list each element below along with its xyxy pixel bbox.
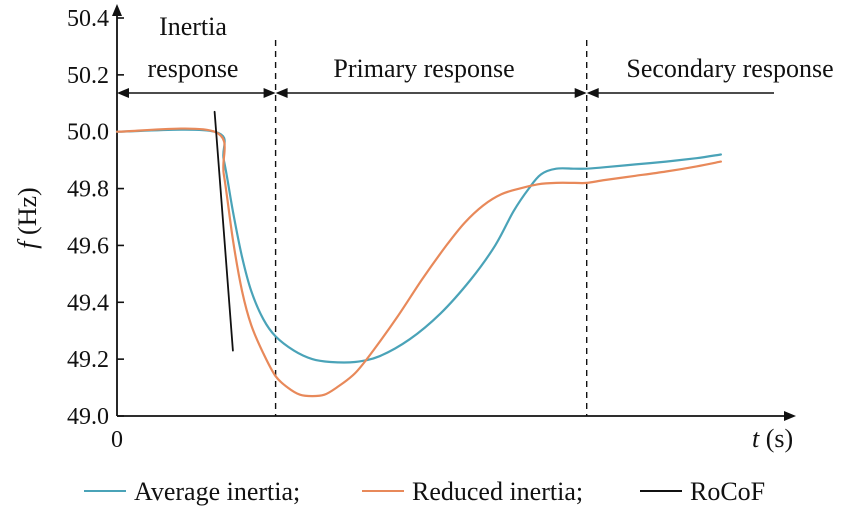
- series-lines: [115, 110, 722, 398]
- y-axis-unit: (Hz): [13, 187, 42, 235]
- region-arrowhead-left: [275, 88, 288, 98]
- region-label-inertia-line2: response: [148, 54, 239, 83]
- x-axis-unit: (s): [766, 424, 793, 453]
- region-arrowhead-right: [263, 88, 276, 98]
- y-tick-label: 49.2: [67, 347, 109, 373]
- y-tick-label: 50.0: [67, 120, 109, 146]
- region-boundaries: [274, 40, 588, 416]
- series-line-reduced-inertia: [115, 127, 722, 398]
- y-ticks: 49.0 49.2 49.4 49.6 49.8 50.0 50.2 50.4: [67, 6, 124, 430]
- region-arrowhead-right: [574, 88, 587, 98]
- y-axis-variable: f: [13, 238, 42, 249]
- x-axis-variable: t: [752, 424, 760, 453]
- x-axis-arrowhead: [784, 411, 796, 421]
- region-arrows: [117, 88, 774, 98]
- legend-label-reduced-inertia: Reduced inertia;: [412, 477, 583, 506]
- x-origin-label: 0: [111, 427, 123, 453]
- series-line-average-inertia: [115, 128, 722, 364]
- x-axis: [117, 411, 796, 421]
- y-tick-label: 49.0: [67, 404, 109, 430]
- region-label-primary: Primary response: [333, 54, 514, 83]
- y-axis-title: f (Hz): [13, 187, 42, 248]
- y-tick-label: 49.6: [67, 233, 109, 259]
- y-tick-label: 50.2: [67, 63, 109, 89]
- region-arrowhead-left: [586, 88, 599, 98]
- region-labels: Inertia response Primary response Second…: [148, 12, 834, 83]
- y-axis-arrowhead: [112, 4, 122, 16]
- series-line-rocof: [213, 110, 234, 352]
- legend-label-average-inertia: Average inertia;: [134, 477, 300, 506]
- region-label-inertia-line1: Inertia: [159, 12, 227, 41]
- y-tick-label: 49.4: [67, 290, 109, 316]
- y-tick-label: 50.4: [67, 6, 109, 32]
- region-label-secondary: Secondary response: [626, 54, 833, 83]
- legend: Average inertia; Reduced inertia; RoCoF: [84, 477, 765, 506]
- y-axis: [112, 4, 122, 416]
- region-arrowhead-left: [117, 88, 129, 98]
- y-tick-label: 49.8: [67, 177, 109, 203]
- legend-label-rocof: RoCoF: [690, 477, 765, 506]
- x-axis-title: t (s): [752, 424, 793, 453]
